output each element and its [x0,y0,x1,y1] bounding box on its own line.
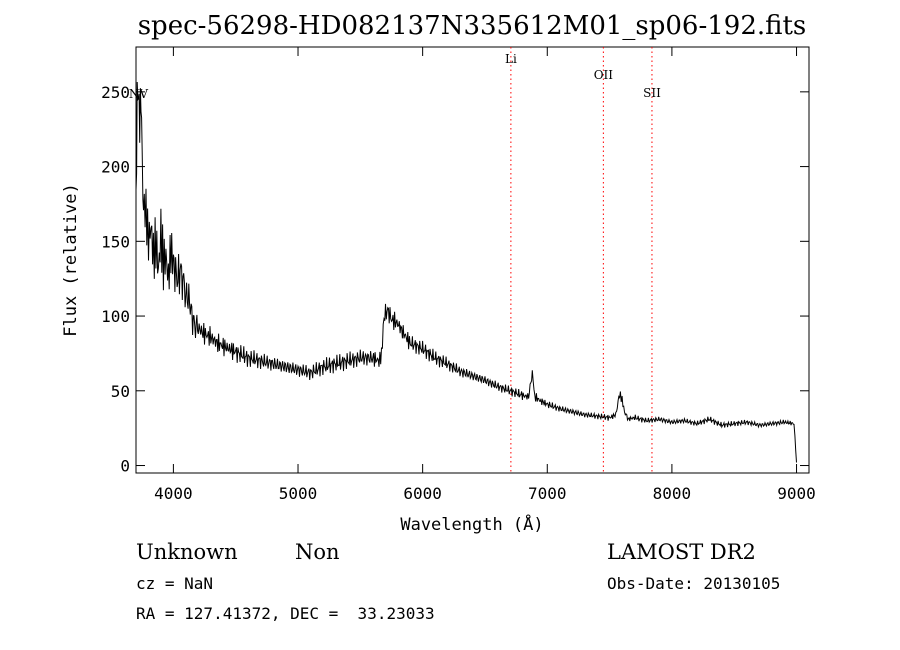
y-tick-label: 0 [120,457,130,476]
y-tick-label: 150 [101,232,130,251]
y-tick-label: 100 [101,307,130,326]
chart-title: spec-56298-HD082137N335612M01_sp06-192.f… [138,11,807,41]
x-tick-label: 5000 [279,484,318,503]
x-tick-label: 6000 [403,484,442,503]
x-tick-label: 7000 [528,484,567,503]
emission-line-label: SII [643,86,661,100]
plot-frame [135,46,810,474]
x-tick-label: 8000 [653,484,692,503]
y-axis: 0 50 100 150 200 250 [101,83,809,476]
y-tick-label: 50 [111,382,130,401]
coordinates-readout: RA = 127.41372, DEC = 33.23033 [136,604,435,623]
x-axis: 4000 5000 6000 7000 8000 9000 [154,47,816,503]
object-class: Unknown [136,540,238,564]
emission-line-label: OII [594,68,614,82]
x-axis-label: Wavelength (Å) [400,513,543,535]
y-tick-label: 200 [101,158,130,177]
redshift-readout: cz = NaN [136,574,214,593]
object-subclass: Non [295,540,340,564]
spectrum-line [135,81,797,463]
x-tick-label: 4000 [154,484,193,503]
survey-name: LAMOST DR2 [607,540,756,564]
y-axis-label: Flux (relative) [61,183,81,337]
emission-line-label: Li [505,52,517,66]
y-tick-label: 250 [101,83,130,102]
x-tick-label: 9000 [777,484,816,503]
obs-date: Obs-Date: 20130105 [607,574,781,593]
